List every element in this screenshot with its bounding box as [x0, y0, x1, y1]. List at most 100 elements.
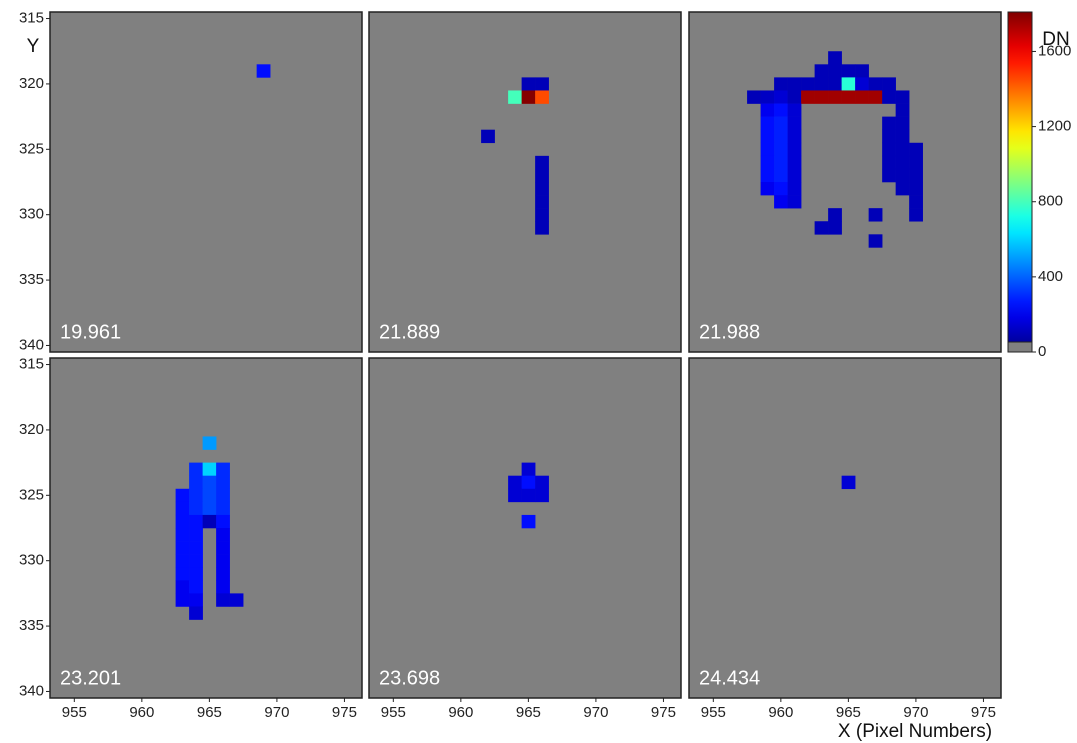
pixel-cell: [176, 593, 190, 606]
chart: Y X (Pixel Numbers) DN 19.96131532032533…: [0, 0, 1077, 743]
pixel-cell: [761, 90, 775, 103]
colorbar: [1008, 12, 1032, 352]
pixel-cell: [909, 156, 923, 169]
pixel-cell: [176, 489, 190, 502]
pixel-cell: [747, 90, 761, 103]
pixel-cell: [774, 169, 788, 182]
x-tick-label: 955: [381, 704, 406, 721]
pixel-cell: [788, 117, 802, 130]
x-tick-label: 975: [971, 704, 996, 721]
pixel-cell: [216, 593, 230, 606]
pixel-cell: [855, 90, 869, 103]
x-tick-label: 955: [62, 704, 87, 721]
pixel-cell: [216, 502, 230, 515]
x-tick-label: 960: [448, 704, 473, 721]
pixel-cell: [203, 436, 217, 449]
colorbar-masked: [1008, 342, 1032, 352]
y-tick-label: 320: [19, 421, 44, 438]
pixel-cell: [189, 606, 203, 619]
pixel-cell: [882, 169, 896, 182]
pixel-cell: [522, 515, 536, 528]
pixel-cell: [774, 130, 788, 143]
x-tick-label: 960: [129, 704, 154, 721]
pixel-cell: [896, 117, 910, 130]
pixel-cell: [216, 541, 230, 554]
pixel-cell: [828, 77, 842, 90]
pixel-cell: [535, 221, 549, 234]
pixel-cell: [788, 104, 802, 117]
pixel-cell: [896, 143, 910, 156]
pixel-cell: [203, 489, 217, 502]
pixel-cell: [882, 90, 896, 103]
colorbar-tick-label: 1600: [1038, 42, 1071, 59]
pixel-cell: [842, 77, 856, 90]
pixel-cell: [774, 195, 788, 208]
pixel-cell: [801, 77, 815, 90]
pixel-cell: [176, 502, 190, 515]
pixel-cell: [189, 489, 203, 502]
y-tick-label: 340: [19, 336, 44, 353]
pixel-cell: [815, 221, 829, 234]
pixel-cell: [522, 90, 536, 103]
pixel-cell: [203, 476, 217, 489]
x-tick-label: 960: [768, 704, 793, 721]
colorbar-tick-label: 800: [1038, 193, 1063, 210]
pixel-cell: [774, 156, 788, 169]
pixel-cell: [882, 117, 896, 130]
pixel-cell: [761, 169, 775, 182]
pixel-cell: [842, 476, 856, 489]
pixel-cell: [869, 77, 883, 90]
pixel-cell: [761, 182, 775, 195]
pixel-cell: [189, 476, 203, 489]
pixel-cell: [535, 156, 549, 169]
x-tick-label: 965: [836, 704, 861, 721]
pixel-cell: [216, 489, 230, 502]
pixel-cell: [774, 143, 788, 156]
y-tick-label: 325: [19, 486, 44, 503]
pixel-cell: [788, 143, 802, 156]
panel-background: [369, 12, 681, 352]
pixel-cell: [909, 208, 923, 221]
pixel-cell: [828, 208, 842, 221]
pixel-cell: [896, 169, 910, 182]
pixel-cell: [189, 580, 203, 593]
pixel-cell: [774, 117, 788, 130]
pixel-cell: [896, 104, 910, 117]
pixel-cell: [761, 156, 775, 169]
x-tick-label: 965: [516, 704, 541, 721]
panel-background: [689, 12, 1001, 352]
pixel-cell: [869, 234, 883, 247]
y-tick-label: 315: [19, 10, 44, 27]
pixel-cell: [815, 90, 829, 103]
pixel-cell: [481, 130, 495, 143]
pixel-cell: [869, 208, 883, 221]
y-tick-label: 315: [19, 356, 44, 373]
pixel-cell: [189, 541, 203, 554]
pixel-cell: [882, 77, 896, 90]
pixel-cell: [828, 51, 842, 64]
pixel-cell: [176, 515, 190, 528]
panel-label: 21.889: [379, 321, 440, 343]
pixel-cell: [522, 476, 536, 489]
pixel-cell: [828, 221, 842, 234]
pixel-cell: [842, 64, 856, 77]
panel-label: 23.698: [379, 667, 440, 689]
pixel-cell: [882, 130, 896, 143]
x-axis-label: X (Pixel Numbers): [838, 721, 992, 742]
pixel-cell: [257, 64, 271, 77]
pixel-cell: [216, 476, 230, 489]
pixel-cell: [203, 463, 217, 476]
pixel-cell: [230, 593, 244, 606]
pixel-cell: [828, 90, 842, 103]
pixel-cell: [774, 104, 788, 117]
pixel-cell: [189, 554, 203, 567]
y-tick-label: 335: [19, 271, 44, 288]
pixel-cell: [216, 528, 230, 541]
pixel-cell: [189, 567, 203, 580]
pixel-cell: [176, 554, 190, 567]
pixel-cell: [189, 528, 203, 541]
pixel-cell: [882, 156, 896, 169]
pixel-cell: [522, 77, 536, 90]
pixel-cell: [216, 463, 230, 476]
y-tick-label: 320: [19, 75, 44, 92]
